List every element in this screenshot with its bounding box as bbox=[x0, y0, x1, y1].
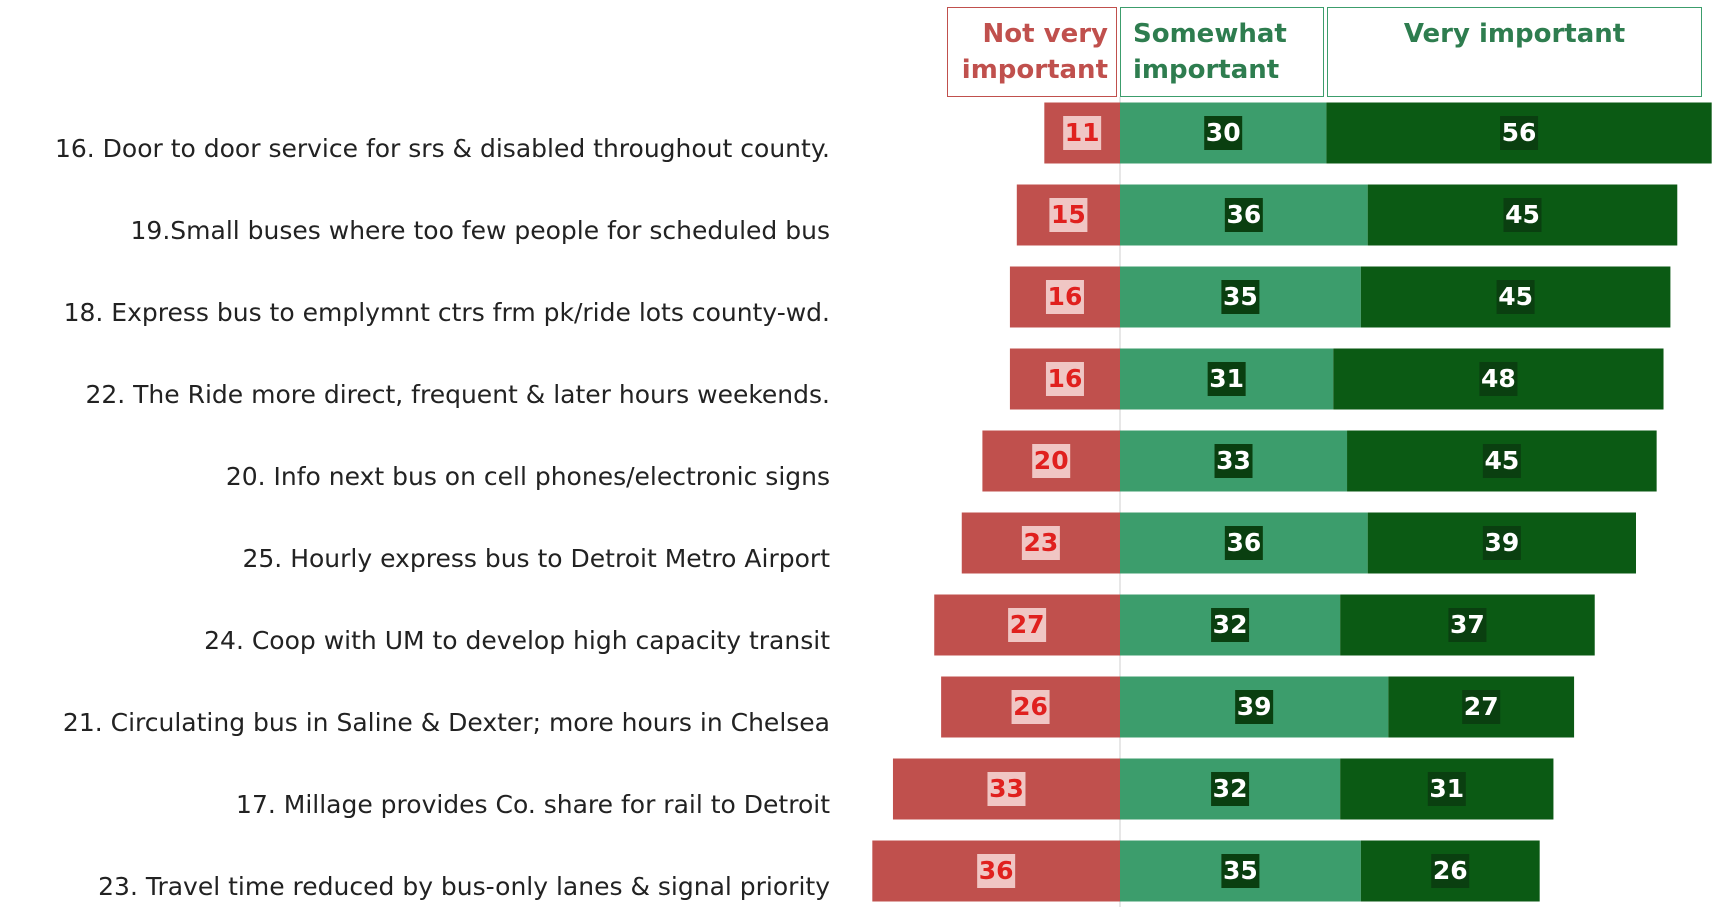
category-label: 16. Door to door service for srs & disab… bbox=[55, 134, 830, 163]
data-label: 26 bbox=[1433, 856, 1468, 885]
data-label: 35 bbox=[1223, 282, 1258, 311]
data-label: 36 bbox=[1226, 200, 1261, 229]
data-label-box bbox=[1482, 444, 1521, 478]
data-label-box bbox=[1045, 280, 1084, 314]
data-label: 45 bbox=[1505, 200, 1540, 229]
data-label-box bbox=[1224, 198, 1263, 232]
data-label-box bbox=[1211, 608, 1250, 642]
data-label: 45 bbox=[1498, 282, 1533, 311]
data-label-box bbox=[1462, 690, 1501, 724]
legend-entry: Very important bbox=[1327, 7, 1702, 97]
data-label: 39 bbox=[1484, 528, 1519, 557]
data-label-box bbox=[1204, 116, 1243, 150]
data-label-box bbox=[1207, 362, 1246, 396]
data-label-box bbox=[1427, 772, 1466, 806]
legend-entry: Somewhat important bbox=[1120, 7, 1324, 97]
data-label: 16 bbox=[1048, 282, 1083, 311]
data-label-box bbox=[1500, 116, 1539, 150]
data-label: 48 bbox=[1481, 364, 1516, 393]
data-label-box bbox=[1032, 444, 1071, 478]
category-label: 21. Circulating bus in Saline & Dexter; … bbox=[63, 708, 830, 737]
data-label-box bbox=[1214, 444, 1253, 478]
data-label-box bbox=[1221, 280, 1260, 314]
data-label-box bbox=[1482, 526, 1521, 560]
category-label: 19.Small buses where too few people for … bbox=[131, 216, 830, 245]
category-label: 18. Express bus to emplymnt ctrs frm pk/… bbox=[64, 298, 830, 327]
data-label: 30 bbox=[1206, 118, 1241, 147]
data-label-box bbox=[1021, 526, 1060, 560]
data-label-box bbox=[1448, 608, 1487, 642]
data-label: 36 bbox=[1226, 528, 1261, 557]
data-label: 26 bbox=[1013, 692, 1048, 721]
data-label-box bbox=[1045, 362, 1084, 396]
data-label-box bbox=[1049, 198, 1088, 232]
data-label: 45 bbox=[1484, 446, 1519, 475]
data-label: 33 bbox=[1216, 446, 1251, 475]
data-label-box bbox=[1496, 280, 1535, 314]
data-label: 23 bbox=[1023, 528, 1058, 557]
data-label-box bbox=[1008, 608, 1047, 642]
data-label: 15 bbox=[1051, 200, 1086, 229]
data-label: 16 bbox=[1048, 364, 1083, 393]
category-label: 22. The Ride more direct, frequent & lat… bbox=[85, 380, 830, 409]
data-label-box bbox=[1479, 362, 1518, 396]
data-label: 37 bbox=[1450, 610, 1485, 639]
data-label: 31 bbox=[1209, 364, 1244, 393]
data-label: 32 bbox=[1213, 774, 1248, 803]
data-label: 35 bbox=[1223, 856, 1258, 885]
data-label: 27 bbox=[1464, 692, 1499, 721]
data-label-box bbox=[1431, 854, 1470, 888]
category-label: 25. Hourly express bus to Detroit Metro … bbox=[243, 544, 831, 573]
data-label: 32 bbox=[1213, 610, 1248, 639]
data-label-box bbox=[977, 854, 1016, 888]
data-label: 56 bbox=[1502, 118, 1537, 147]
data-label-box bbox=[1503, 198, 1542, 232]
data-label-box bbox=[1235, 690, 1274, 724]
category-label: 23. Travel time reduced by bus-only lane… bbox=[98, 872, 830, 901]
data-label: 33 bbox=[989, 774, 1024, 803]
data-label: 36 bbox=[979, 856, 1014, 885]
category-label: 24. Coop with UM to develop high capacit… bbox=[204, 626, 830, 655]
category-label: 20. Info next bus on cell phones/electro… bbox=[226, 462, 830, 491]
data-label-box bbox=[987, 772, 1026, 806]
data-label: 20 bbox=[1034, 446, 1069, 475]
data-label-box bbox=[1063, 116, 1102, 150]
legend-entry: Not very important bbox=[947, 7, 1117, 97]
data-label: 39 bbox=[1237, 692, 1272, 721]
data-label-box bbox=[1224, 526, 1263, 560]
data-label: 31 bbox=[1429, 774, 1464, 803]
data-label-box bbox=[1011, 690, 1050, 724]
data-label: 27 bbox=[1010, 610, 1045, 639]
category-label: 17. Millage provides Co. share for rail … bbox=[236, 790, 830, 819]
data-label-box bbox=[1211, 772, 1250, 806]
data-label-box bbox=[1221, 854, 1260, 888]
data-label: 11 bbox=[1065, 118, 1100, 147]
